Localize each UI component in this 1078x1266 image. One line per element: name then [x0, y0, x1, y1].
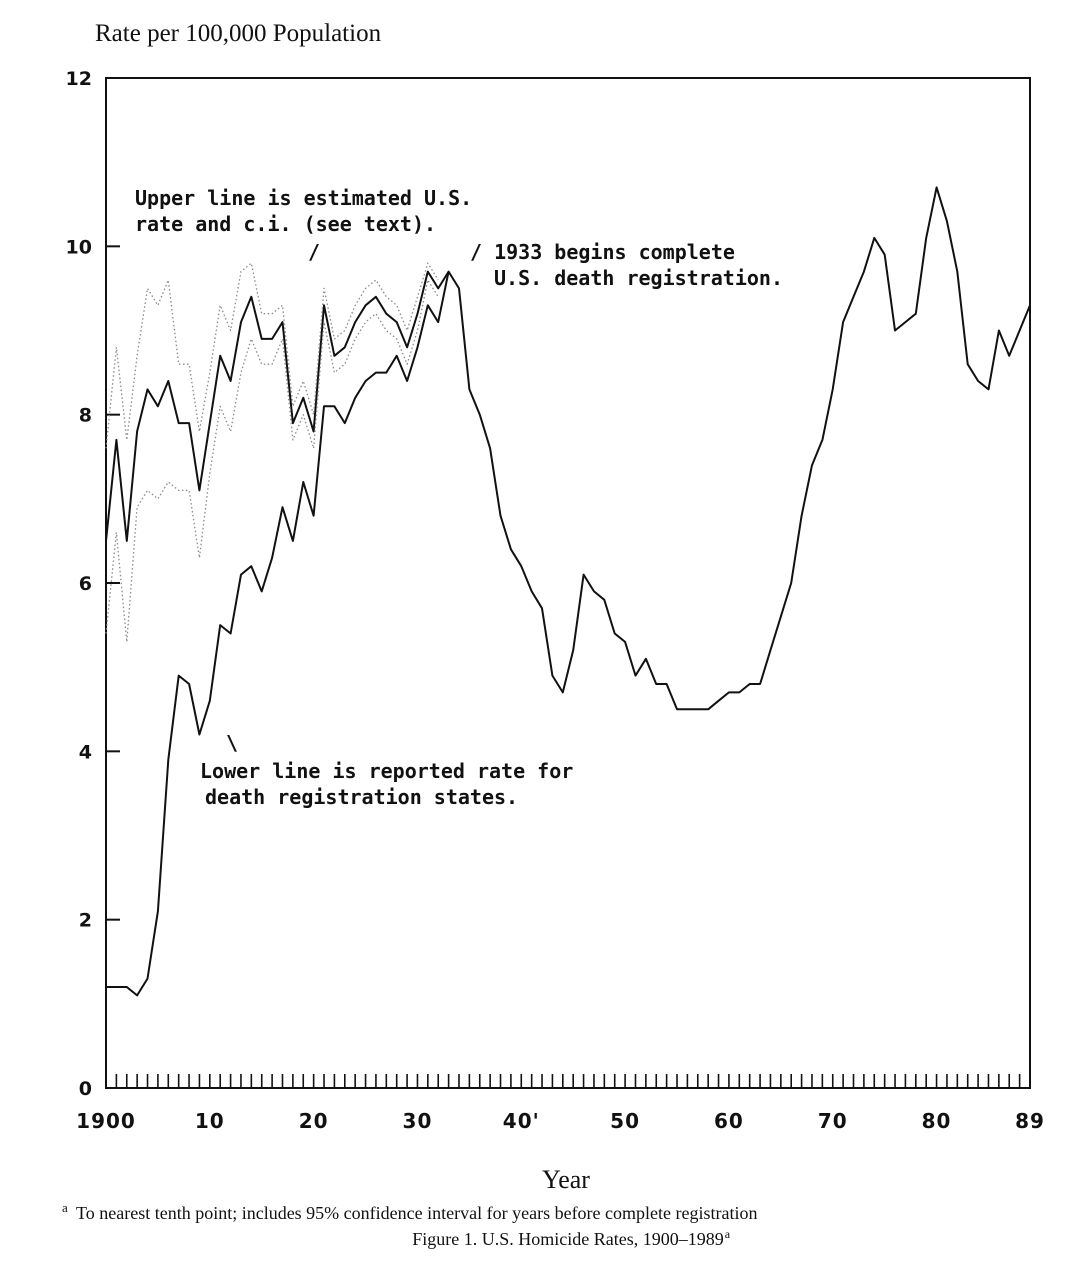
annotation-lower-line-2: death registration states. [205, 785, 518, 809]
x-tick-label: 30 [403, 1109, 433, 1133]
chart-title-superscript: a [725, 1227, 731, 1241]
y-tick-label: 12 [66, 68, 92, 90]
x-tick-label: 20 [299, 1109, 329, 1133]
y-tick-label: 10 [66, 236, 92, 258]
y-tick-label: 6 [79, 573, 92, 595]
series-line-0 [105, 270, 450, 542]
series-line-1 [105, 262, 439, 449]
footnote: To nearest tenth point; includes 95% con… [76, 1203, 758, 1223]
series-line-2 [105, 279, 439, 643]
y-tick-label: 2 [79, 910, 92, 932]
footnote-marker: a [62, 1200, 68, 1215]
annotation-upper-pointer: / [308, 240, 320, 264]
y-tick-label: 0 [79, 1078, 92, 1100]
x-tick-label: 10 [195, 1109, 225, 1133]
y-tick-label: 8 [79, 405, 92, 427]
x-tick-label: 1900 [76, 1109, 136, 1133]
x-axis-label: Year [542, 1165, 590, 1194]
x-tick-label: 60 [714, 1109, 744, 1133]
annotation-lower-pointer: \ [226, 731, 238, 755]
annotation-upper-line-1: Upper line is estimated U.S. [135, 186, 472, 210]
x-tick-label: 40' [503, 1109, 540, 1133]
x-tick-label: 89 [1015, 1109, 1045, 1133]
x-axis-ticks: 1900 10 20 30 40' 50 60 70 80 89 [76, 1074, 1045, 1133]
x-tick-label: 70 [818, 1109, 848, 1133]
x-tick-label: 80 [922, 1109, 952, 1133]
annotation-registration-line-2: U.S. death registration. [494, 266, 783, 290]
y-axis-label: Rate per 100,000 Population [95, 20, 382, 47]
annotation-upper-line-2: rate and c.i. (see text). [135, 212, 436, 236]
series-line-3 [106, 186, 1031, 997]
y-tick-label: 4 [79, 741, 92, 763]
x-tick-label: 50 [610, 1109, 640, 1133]
annotation-registration-line-1: / 1933 begins complete [470, 240, 735, 264]
annotation-lower-line-1: Lower line is reported rate for [200, 759, 573, 783]
y-axis-ticks: 0 2 4 6 8 10 12 [66, 68, 120, 1100]
series-layer [105, 186, 1031, 997]
chart-title: Figure 1. U.S. Homicide Rates, 1900–1989 [412, 1229, 723, 1249]
